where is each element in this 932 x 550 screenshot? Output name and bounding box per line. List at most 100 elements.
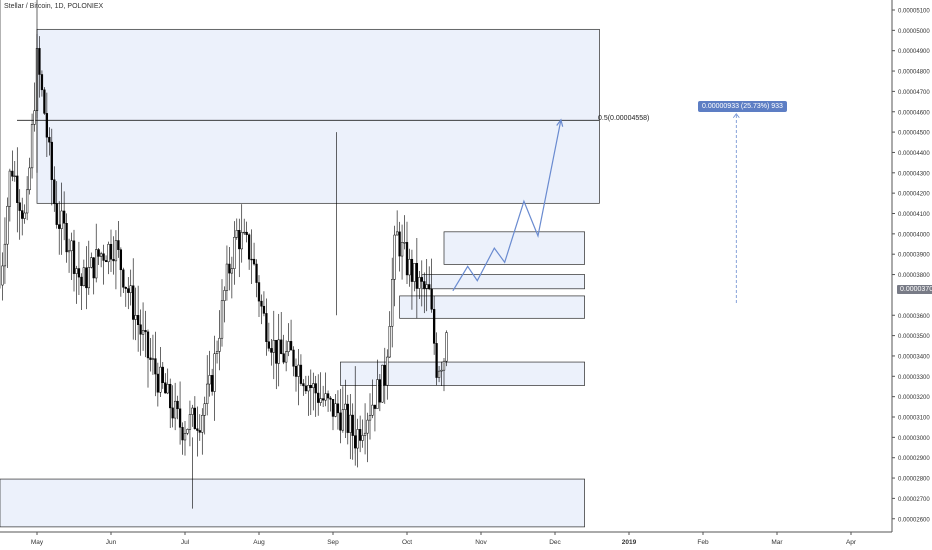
candle-body [117, 240, 120, 250]
candle-body [45, 113, 49, 138]
y-tick-label: 0.00004700 [898, 90, 930, 96]
candle-body [356, 429, 359, 449]
candle-body [206, 383, 209, 404]
chart-title: Stellar / Bitcoin, 1D, POLONIEX [4, 3, 104, 10]
candle-body [3, 243, 7, 267]
candle-body [230, 268, 234, 274]
candle-body [225, 263, 229, 291]
y-tick-label: 0.00004300 [898, 171, 930, 177]
candle-body [43, 89, 46, 114]
candle-body [233, 236, 236, 269]
candle-body [13, 175, 16, 177]
x-tick-label: Jul [181, 539, 190, 546]
candle-body [314, 383, 317, 394]
y-tick-label: 0.00002700 [898, 497, 930, 503]
candle-body [191, 407, 194, 415]
x-tick-label: Mar [771, 539, 783, 546]
candle-body [324, 393, 327, 401]
candle-body [287, 341, 290, 352]
zone-rect [399, 295, 585, 319]
y-tick-label: 0.00005100 [898, 9, 930, 15]
zone-rect [340, 361, 585, 386]
candle-body [67, 250, 71, 253]
candle-body [346, 403, 349, 433]
candle-body [240, 232, 243, 250]
candle-body [245, 231, 248, 236]
candle-body [430, 288, 433, 310]
candle-body [87, 267, 90, 289]
y-tick-label: 0.00003000 [898, 436, 930, 442]
candle-body [262, 305, 266, 314]
candle-body [136, 315, 140, 325]
zone-rect [0, 478, 585, 528]
candle-body [144, 330, 147, 333]
candle-body [393, 234, 396, 280]
y-tick-label: 0.00004200 [898, 192, 930, 198]
candle-body [55, 203, 58, 225]
candle-body [124, 287, 127, 289]
candle-body [442, 360, 446, 371]
candle-body [193, 407, 197, 429]
candle-body [391, 279, 394, 327]
candle-body [127, 288, 130, 293]
candle-body [65, 223, 68, 253]
measure-arrowhead [732, 113, 740, 119]
candle-body [312, 383, 315, 389]
candle-body [435, 343, 438, 378]
candle-body [304, 385, 308, 392]
candle-body [149, 357, 152, 360]
candle-body [243, 231, 246, 234]
candle-body [294, 366, 298, 377]
candle-body [388, 326, 391, 358]
candle-body [132, 285, 135, 320]
candle-body [373, 404, 377, 409]
candle-body [18, 202, 21, 211]
candle-body [48, 136, 51, 143]
candle-body [282, 353, 285, 363]
candle-body [437, 370, 441, 378]
candle-body [336, 403, 340, 414]
candle-body [104, 260, 108, 263]
candle-body [275, 339, 278, 364]
y-tick-label: 0.00003800 [898, 273, 930, 279]
candle-body [329, 397, 332, 400]
x-tick-label: Nov [475, 539, 487, 546]
candle-body [218, 337, 221, 352]
candle-body [134, 315, 137, 320]
candle-body [38, 48, 41, 75]
x-tick-label: Apr [846, 539, 857, 546]
candle-body [413, 263, 416, 282]
candle-body [267, 341, 271, 349]
candle-body [178, 408, 182, 428]
candle-body [395, 231, 399, 236]
y-tick-label: 0.00004900 [898, 49, 930, 55]
candle-body [77, 268, 81, 278]
candle-body [341, 409, 345, 431]
y-tick-label: 0.00004400 [898, 151, 930, 157]
candle-body [50, 141, 53, 180]
candle-body [255, 263, 258, 283]
candle-body [265, 313, 268, 342]
candle-body [250, 258, 253, 261]
candle-body [398, 231, 401, 257]
candle-body [368, 415, 372, 421]
candle-body [183, 433, 187, 441]
candle-body [146, 331, 150, 359]
x-tick-label: Oct [402, 539, 412, 546]
candle-body [60, 210, 63, 229]
candle-body [400, 242, 404, 257]
y-tick-label: 0.00005000 [898, 29, 930, 35]
candle-body [53, 179, 56, 205]
candle-body [75, 268, 78, 274]
x-tick-label: Feb [697, 539, 709, 546]
candle-body [215, 351, 219, 354]
candle-body [95, 249, 98, 279]
candle-body [432, 309, 436, 344]
x-tick-label: Aug [253, 539, 265, 546]
candle-body [247, 234, 251, 260]
candle-body [62, 210, 66, 224]
candle-body [80, 276, 83, 286]
candle-body [339, 412, 342, 431]
candle-body [252, 258, 256, 265]
